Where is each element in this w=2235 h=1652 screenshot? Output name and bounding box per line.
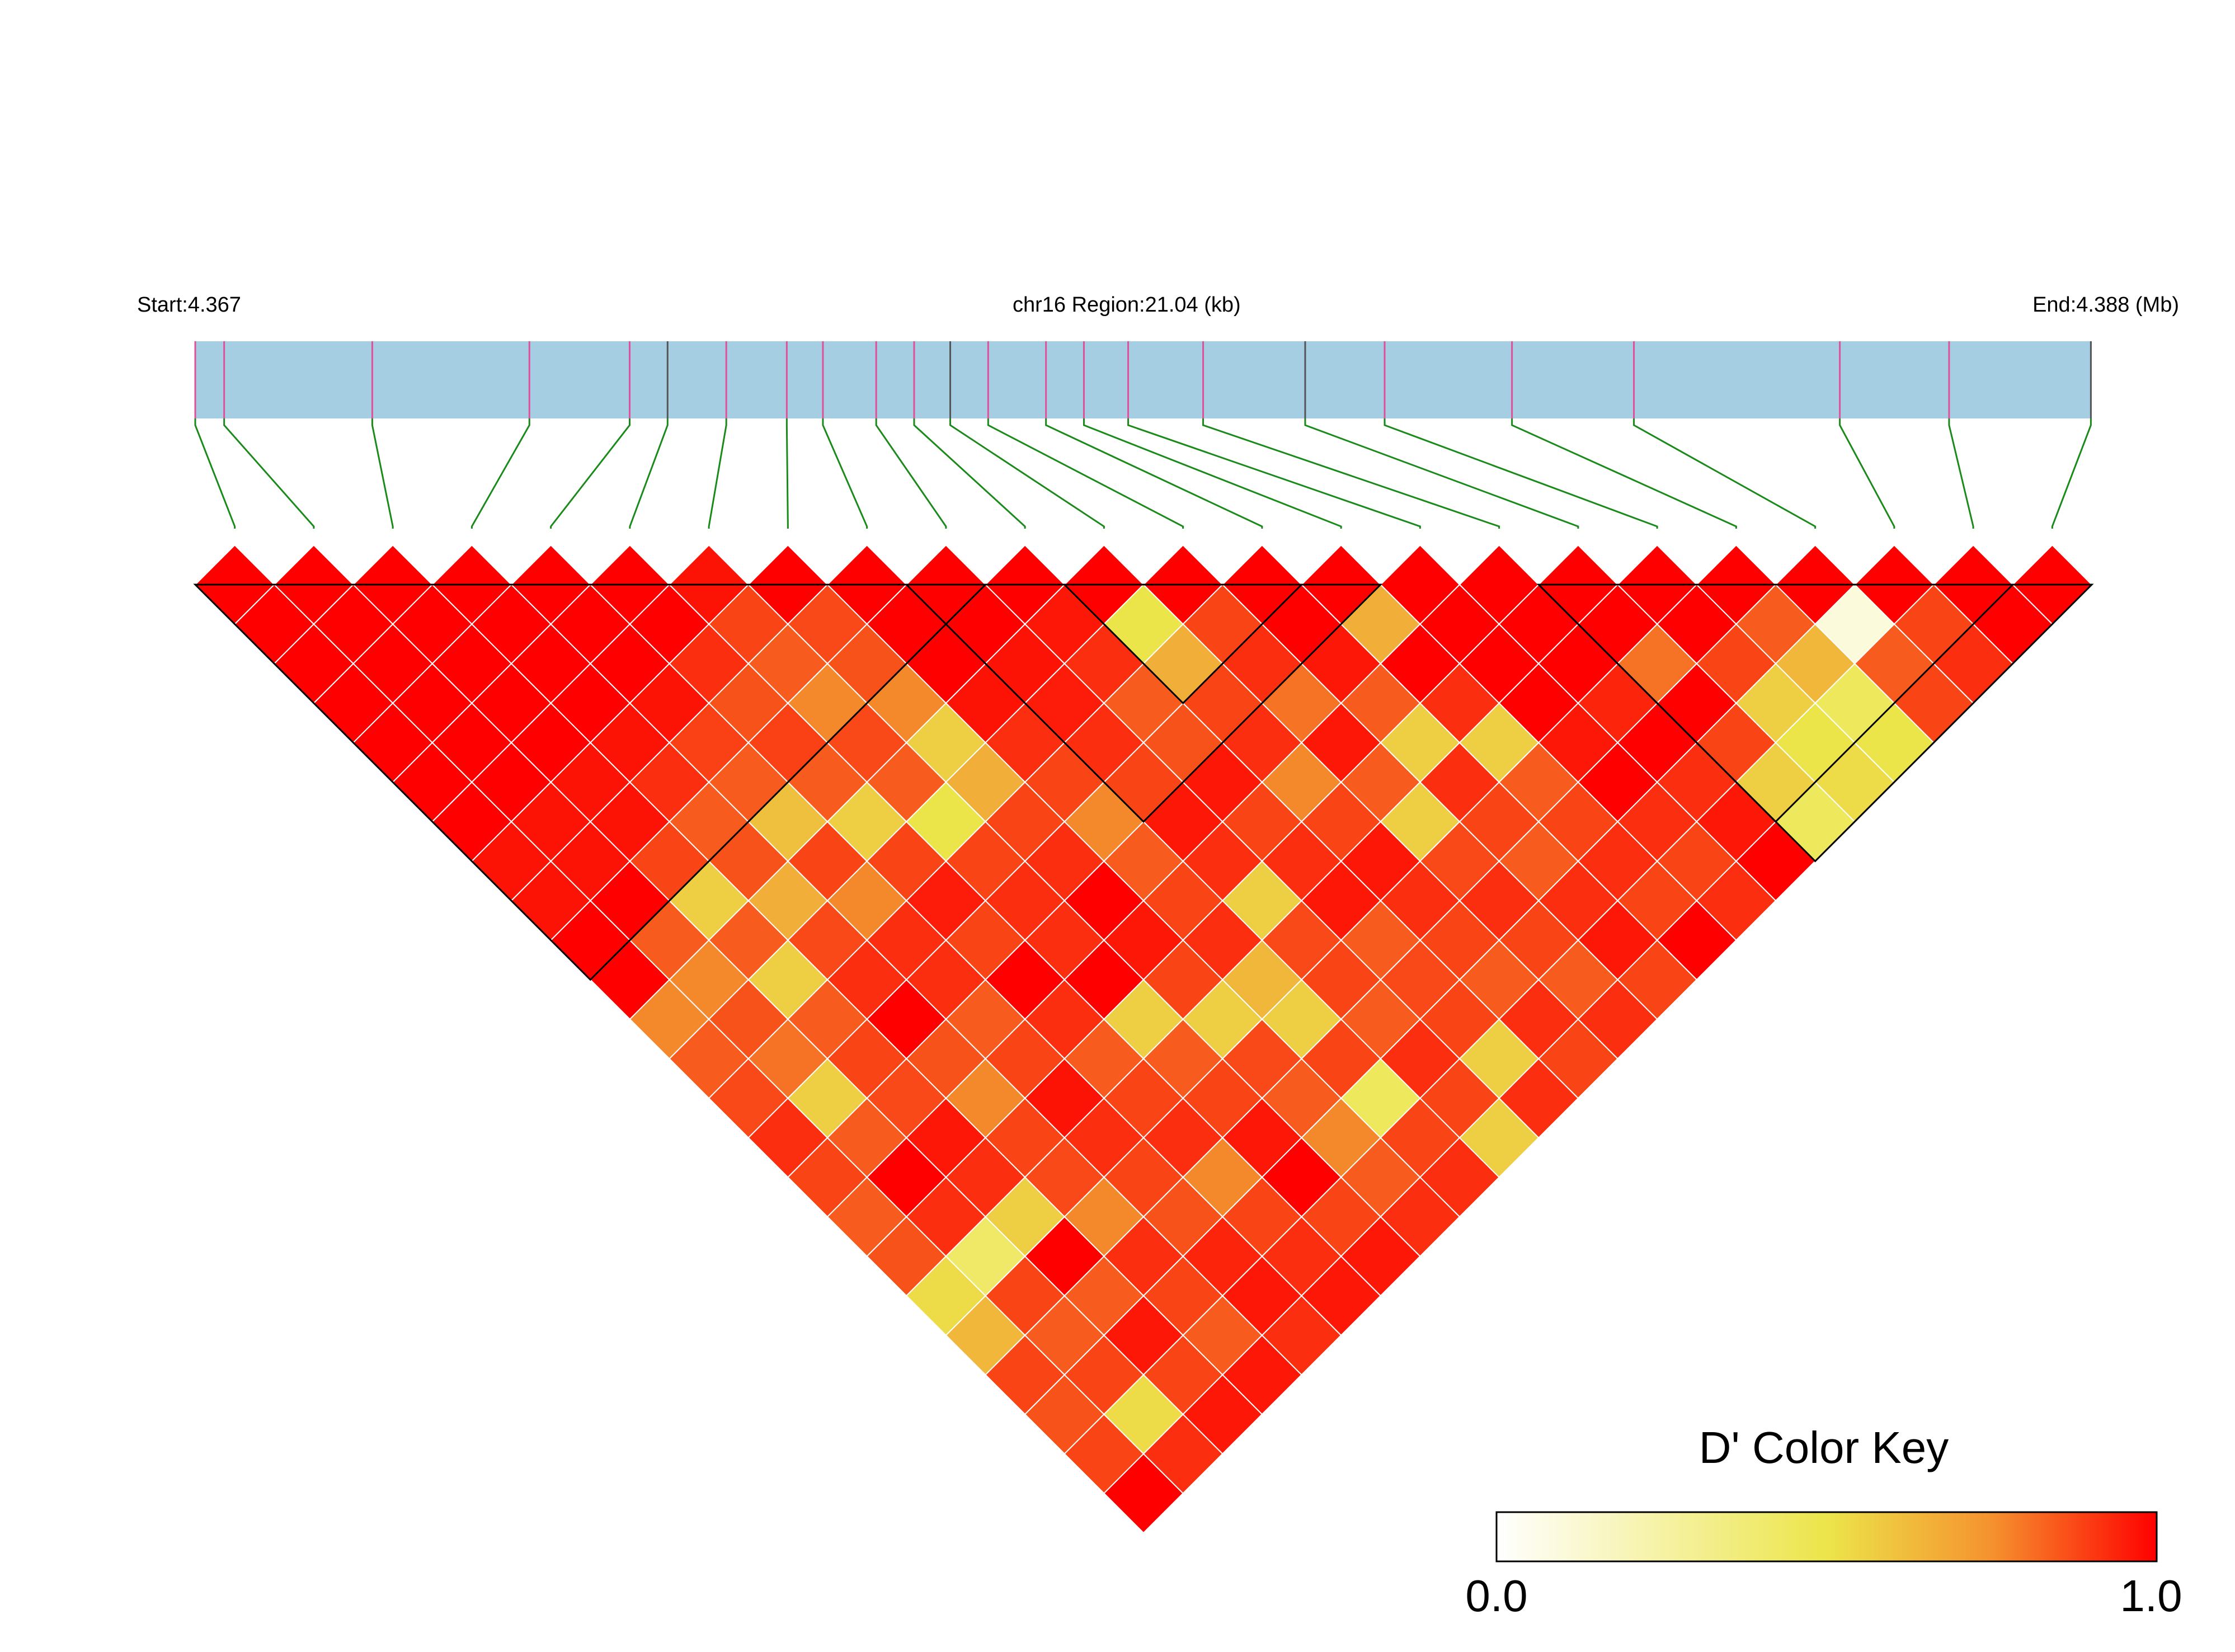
ld-block-outline <box>1062 583 1304 704</box>
color-key-bar <box>1495 1511 2158 1562</box>
snp-connector <box>550 418 630 529</box>
region-start-label: Start:4.367 <box>137 293 241 317</box>
snp-connector <box>987 418 1184 529</box>
snp-tick-group <box>194 341 2092 418</box>
snp-connector <box>785 418 789 529</box>
region-title-label: chr16 Region:21.04 (kb) <box>1013 293 1241 317</box>
snp-connector <box>1839 418 1895 529</box>
snp-connector <box>371 418 394 529</box>
region-bar <box>195 341 2092 418</box>
snp-connector <box>1083 418 1342 529</box>
color-key-title: D' Color Key <box>1699 1423 1949 1472</box>
snp-connector <box>629 418 669 529</box>
color-key-min-label: 0.0 <box>1465 1571 1527 1621</box>
snp-connector <box>223 418 315 529</box>
snp-connector <box>1948 418 1974 529</box>
ld-block-outline <box>1536 583 2015 823</box>
snp-connector <box>1202 418 1500 529</box>
region-end-label: End:4.388 (Mb) <box>2032 293 2179 317</box>
snp-connector <box>1384 418 1658 529</box>
ld-block-outline <box>193 583 988 981</box>
snp-connector <box>470 418 530 529</box>
color-key-max-label: 1.0 <box>2120 1571 2182 1621</box>
snp-connector <box>1633 418 1817 529</box>
snp-connector <box>875 418 947 529</box>
snp-connector <box>822 418 868 529</box>
snp-connector <box>949 418 1105 529</box>
snp-connector <box>2051 418 2092 529</box>
snp-connector <box>1045 418 1263 529</box>
snp-connector <box>194 418 236 529</box>
snp-connector <box>1304 418 1579 529</box>
snp-connector <box>708 418 727 529</box>
snp-connector <box>1127 418 1421 529</box>
snp-connector <box>913 418 1026 529</box>
ld-cell-group <box>194 544 2093 1534</box>
ld-block-group <box>193 583 2094 981</box>
snp-connector-group <box>194 418 2092 529</box>
snp-connector <box>1511 418 1737 529</box>
